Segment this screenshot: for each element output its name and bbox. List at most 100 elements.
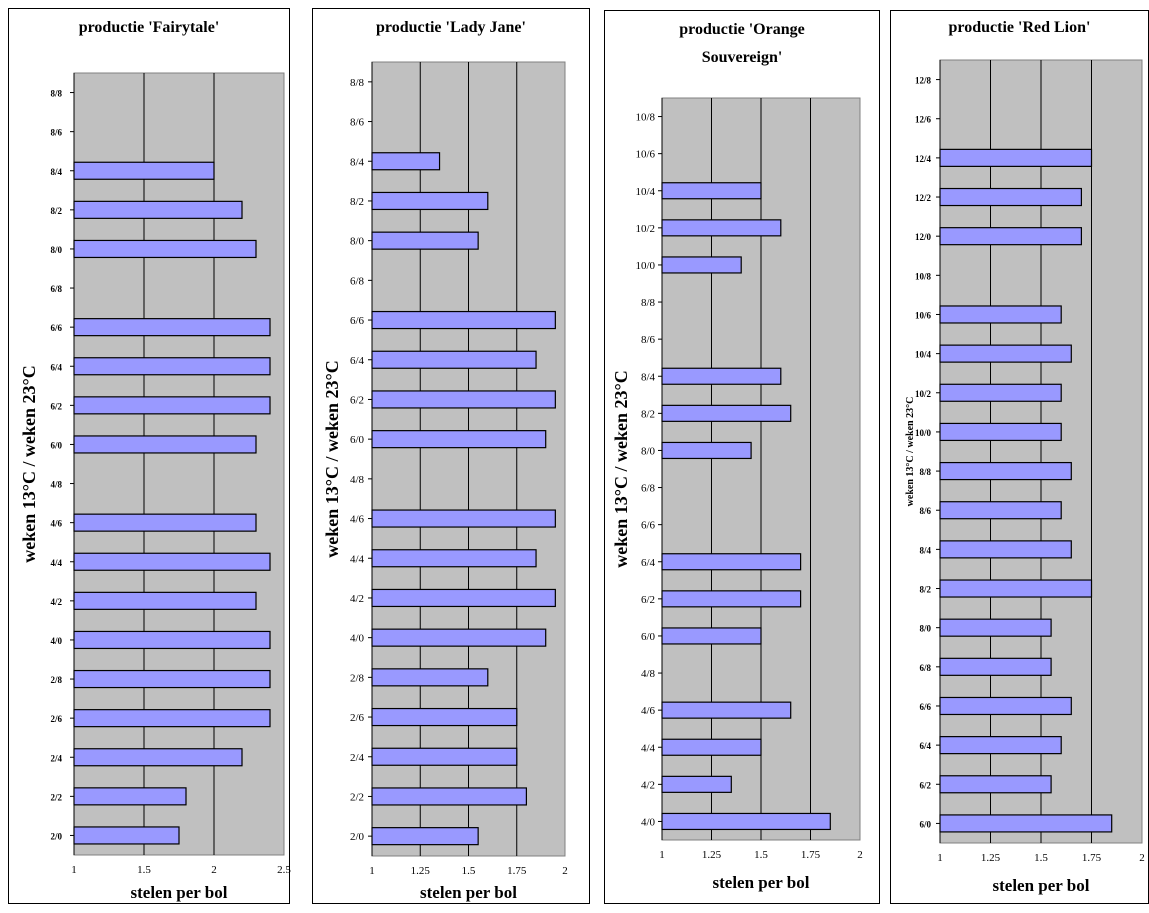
y-tick-label: 8/2	[919, 585, 931, 595]
bar	[939, 344, 1072, 363]
y-tick-label: 6/2	[350, 394, 364, 406]
y-tick-label: 4/2	[350, 593, 364, 605]
bar	[939, 227, 1082, 246]
y-tick-label: 12/2	[915, 193, 932, 203]
y-tick-label: 4/6	[350, 514, 365, 526]
bar	[939, 187, 1082, 207]
y-tick-label: 2/0	[350, 831, 365, 843]
y-tick-label: 10/0	[915, 428, 932, 438]
y-tick-label: 6/0	[50, 440, 62, 450]
bar	[371, 628, 547, 647]
y-tick-label: 8/0	[641, 445, 656, 457]
y-tick-label: 10/2	[635, 223, 655, 235]
bar	[73, 239, 257, 259]
y-tick-label: 8/0	[350, 236, 365, 248]
y-tick-label: 6/6	[641, 520, 656, 532]
chart-title: productie 'Lady Jane'	[376, 19, 526, 36]
bar	[73, 161, 215, 180]
bar	[661, 182, 762, 200]
bar	[73, 709, 271, 728]
y-tick-label: 10/0	[635, 260, 655, 272]
bar	[939, 775, 1052, 794]
bar	[939, 305, 1062, 324]
bar	[939, 736, 1062, 755]
y-tick-label: 4/4	[350, 553, 365, 565]
y-tick-label: 2/2	[50, 792, 62, 802]
bar	[73, 630, 271, 650]
bar	[371, 350, 537, 369]
bar	[73, 748, 243, 767]
bar	[661, 775, 732, 793]
y-tick-label: 6/6	[50, 323, 62, 333]
x-tick-label: 2	[857, 849, 863, 861]
y-tick-label: 8/0	[50, 245, 62, 255]
x-tick-label: 1.25	[981, 852, 1001, 864]
y-tick-label: 10/4	[635, 186, 655, 198]
x-tick-label: 1.5	[137, 864, 151, 876]
bar	[661, 701, 792, 719]
x-tick-label: 1.5	[754, 849, 768, 861]
chart-title: Souvereign'	[702, 49, 783, 66]
y-tick-label: 2/2	[350, 791, 364, 803]
x-axis-label: stelen per bol	[131, 883, 228, 902]
x-tick-label: 2.5	[277, 864, 291, 876]
y-axis-label: weken 13°C / weken 23°C	[611, 370, 631, 567]
bar	[661, 441, 752, 460]
chart-panel-4: 1 1.25 1.5 1.75 2 6/0 6/2 6/4 6/6 6/8 8/0 8/2 8/4 8/6…	[890, 10, 1149, 904]
y-tick-label: 6/4	[641, 557, 656, 569]
y-tick-label: 8/2	[350, 196, 364, 208]
y-tick-label: 6/8	[919, 663, 931, 673]
y-tick-label: 6/0	[919, 819, 931, 829]
bar	[661, 404, 792, 422]
bar	[371, 747, 518, 766]
x-tick-label: 1.75	[1082, 852, 1102, 864]
y-tick-label: 12/6	[915, 115, 932, 125]
bar	[73, 591, 257, 610]
y-tick-label: 6/8	[641, 483, 656, 495]
y-tick-label: 4/8	[641, 668, 656, 680]
x-tick-label: 1	[71, 864, 77, 876]
y-tick-label: 12/0	[915, 232, 932, 242]
bar	[371, 152, 441, 171]
bar	[661, 738, 762, 756]
x-tick-label: 1	[659, 849, 665, 861]
x-axis-label: stelen per bol	[993, 876, 1090, 895]
bar	[371, 588, 556, 608]
x-tick-label: 1.5	[462, 865, 476, 877]
y-tick-label: 10/8	[635, 112, 655, 124]
y-tick-label: 8/8	[50, 89, 62, 99]
y-tick-label: 6/8	[50, 284, 62, 294]
y-tick-label: 6/4	[919, 741, 931, 751]
x-tick-label: 1.25	[702, 849, 722, 861]
x-tick-label: 1.75	[801, 849, 821, 861]
bar	[73, 669, 271, 689]
bar	[939, 696, 1072, 716]
x-tick-label: 1.5	[1034, 852, 1048, 864]
bar	[371, 509, 556, 528]
bar	[371, 430, 547, 449]
y-axis-label: weken 13°C / weken 23°C	[19, 365, 39, 562]
y-tick-label: 8/6	[641, 334, 656, 346]
bar	[939, 657, 1052, 676]
y-tick-label: 4/2	[641, 779, 655, 791]
bar	[939, 461, 1072, 481]
y-tick-label: 8/8	[919, 467, 931, 477]
chart-panel-2: 1 1.25 1.5 1.75 2 2/0 2/2 2/4 2/6 2/8 4/0 4/2 4/4 4/6…	[312, 8, 590, 904]
y-tick-label: 2/8	[50, 675, 62, 685]
bar	[939, 383, 1062, 402]
bar	[73, 826, 180, 845]
y-tick-label: 2/4	[50, 753, 62, 763]
y-tick-label: 8/6	[350, 117, 365, 129]
y-tick-label: 10/4	[915, 350, 932, 360]
y-tick-label: 10/2	[915, 389, 932, 399]
y-tick-label: 8/4	[641, 371, 656, 383]
bar	[661, 590, 802, 608]
bar	[73, 318, 271, 337]
y-tick-label: 2/6	[350, 712, 365, 724]
bar	[73, 200, 243, 219]
bar	[371, 668, 489, 687]
bar	[73, 787, 187, 806]
y-tick-label: 2/4	[350, 752, 365, 764]
y-tick-label: 4/8	[50, 480, 62, 490]
